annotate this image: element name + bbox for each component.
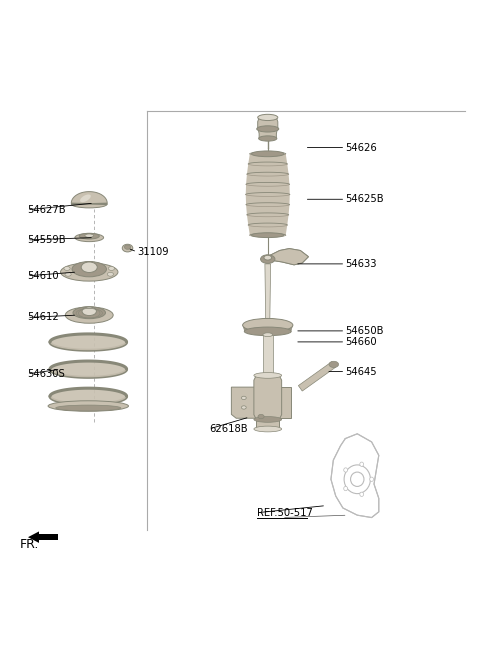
Polygon shape <box>258 129 277 139</box>
Polygon shape <box>246 154 290 235</box>
Text: 54559B: 54559B <box>27 235 66 245</box>
Polygon shape <box>72 192 107 204</box>
Text: 54626: 54626 <box>345 143 377 152</box>
Polygon shape <box>254 375 282 419</box>
Ellipse shape <box>261 255 275 263</box>
Ellipse shape <box>264 256 272 260</box>
Ellipse shape <box>56 405 121 411</box>
Text: 62618B: 62618B <box>209 424 248 434</box>
Polygon shape <box>50 361 127 377</box>
Polygon shape <box>231 387 256 419</box>
Ellipse shape <box>344 465 371 493</box>
Ellipse shape <box>65 273 71 276</box>
Ellipse shape <box>108 267 115 271</box>
Ellipse shape <box>258 415 264 419</box>
Ellipse shape <box>254 373 282 378</box>
Ellipse shape <box>65 307 113 323</box>
Text: 54625B: 54625B <box>345 194 384 204</box>
Text: 31109: 31109 <box>137 247 169 257</box>
Ellipse shape <box>60 263 118 281</box>
Polygon shape <box>256 419 279 429</box>
Ellipse shape <box>75 233 104 242</box>
Ellipse shape <box>329 361 338 367</box>
Ellipse shape <box>72 200 107 208</box>
Polygon shape <box>270 248 309 265</box>
Text: REF.50-517: REF.50-517 <box>257 508 312 518</box>
Text: 54627B: 54627B <box>27 205 66 215</box>
Ellipse shape <box>257 125 279 132</box>
Text: 54610: 54610 <box>27 271 59 281</box>
Polygon shape <box>263 334 273 375</box>
Polygon shape <box>279 387 291 419</box>
Ellipse shape <box>48 401 129 411</box>
Polygon shape <box>331 434 379 518</box>
Polygon shape <box>243 325 293 331</box>
Ellipse shape <box>344 486 348 491</box>
Ellipse shape <box>80 194 91 202</box>
Polygon shape <box>39 534 58 540</box>
Ellipse shape <box>254 417 282 422</box>
Ellipse shape <box>259 136 277 141</box>
Text: 54645: 54645 <box>345 367 377 376</box>
Ellipse shape <box>122 244 133 252</box>
Ellipse shape <box>252 233 284 238</box>
Polygon shape <box>50 388 127 405</box>
Ellipse shape <box>79 233 99 239</box>
Ellipse shape <box>263 373 273 377</box>
Ellipse shape <box>350 472 364 486</box>
Ellipse shape <box>244 327 291 336</box>
Ellipse shape <box>108 273 113 276</box>
Polygon shape <box>258 118 278 129</box>
Ellipse shape <box>370 477 373 482</box>
Ellipse shape <box>85 234 94 237</box>
Ellipse shape <box>263 333 273 336</box>
Ellipse shape <box>241 406 246 409</box>
Polygon shape <box>50 334 127 350</box>
Text: 54612: 54612 <box>27 313 59 323</box>
Ellipse shape <box>242 319 293 332</box>
Ellipse shape <box>252 151 284 156</box>
Text: FR.: FR. <box>20 538 39 551</box>
Ellipse shape <box>73 307 106 319</box>
Text: 54630S: 54630S <box>27 369 65 379</box>
Ellipse shape <box>258 114 278 120</box>
Ellipse shape <box>344 468 348 472</box>
Polygon shape <box>270 248 309 265</box>
Polygon shape <box>299 361 336 391</box>
Ellipse shape <box>254 426 282 432</box>
Ellipse shape <box>72 261 107 277</box>
Ellipse shape <box>360 492 364 497</box>
Ellipse shape <box>124 245 131 249</box>
Text: 54633: 54633 <box>345 259 377 269</box>
Text: 54660: 54660 <box>345 337 377 347</box>
Ellipse shape <box>82 307 96 315</box>
Ellipse shape <box>360 462 364 466</box>
Polygon shape <box>265 264 271 331</box>
Polygon shape <box>28 532 39 543</box>
Ellipse shape <box>241 396 246 399</box>
Ellipse shape <box>64 267 70 271</box>
Ellipse shape <box>81 262 97 273</box>
Text: 54650B: 54650B <box>345 326 384 336</box>
